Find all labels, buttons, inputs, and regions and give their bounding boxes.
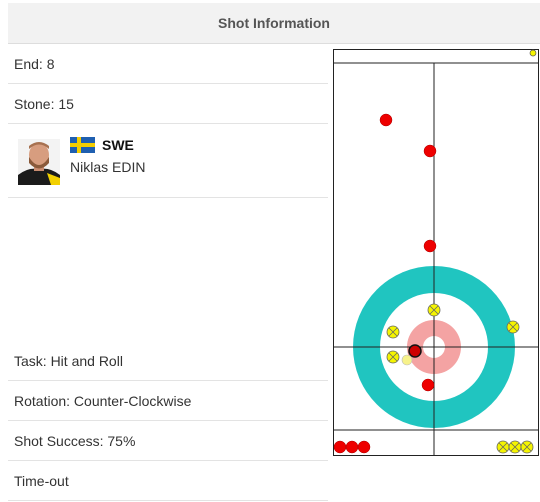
curling-sheet-diagram (333, 49, 539, 456)
timeout-label: Time-out (14, 472, 69, 489)
task-label: Task: Hit and Roll (14, 352, 123, 369)
end-label: End: 8 (14, 55, 55, 72)
task-row: Task: Hit and Roll (8, 341, 328, 381)
yellow-stones (386, 303, 534, 454)
rotation-label: Rotation: Counter-Clockwise (14, 392, 192, 409)
panel-title: Shot Information (218, 15, 330, 31)
red-stone-spare (345, 440, 359, 454)
player-row: SWE Niklas EDIN (8, 124, 328, 198)
player-avatar (18, 139, 60, 185)
red-stone (421, 378, 435, 392)
end-row: End: 8 (8, 44, 328, 84)
player-name: Niklas EDIN (70, 159, 146, 175)
red-stone-spare (357, 440, 371, 454)
red-stone (423, 239, 437, 253)
yellow-stone-spare (508, 440, 522, 454)
yellow-stone-spare (496, 440, 510, 454)
red-stone-spare (333, 440, 347, 454)
shot-information-header: Shot Information (8, 3, 540, 44)
yellow-stone (386, 350, 400, 364)
yellow-stone (386, 325, 400, 339)
yellow-stone (506, 320, 520, 334)
rotation-row: Rotation: Counter-Clockwise (8, 381, 328, 421)
yellow-stone-corner (529, 49, 537, 57)
red-stone (379, 113, 393, 127)
yellow-stone-faded (401, 354, 413, 366)
red-stone (423, 144, 437, 158)
shot-success-label: Shot Success: 75% (14, 432, 136, 449)
stone-label: Stone: 15 (14, 95, 74, 112)
stone-row: Stone: 15 (8, 84, 328, 124)
timeout-row: Time-out (8, 461, 328, 501)
sweden-flag-icon (70, 137, 95, 153)
shot-success-row: Shot Success: 75% (8, 421, 328, 461)
player-country: SWE (102, 137, 134, 153)
yellow-stone-spare (520, 440, 534, 454)
yellow-stone (427, 303, 441, 317)
red-stones (333, 113, 437, 454)
red-stone-thrown (408, 344, 422, 358)
